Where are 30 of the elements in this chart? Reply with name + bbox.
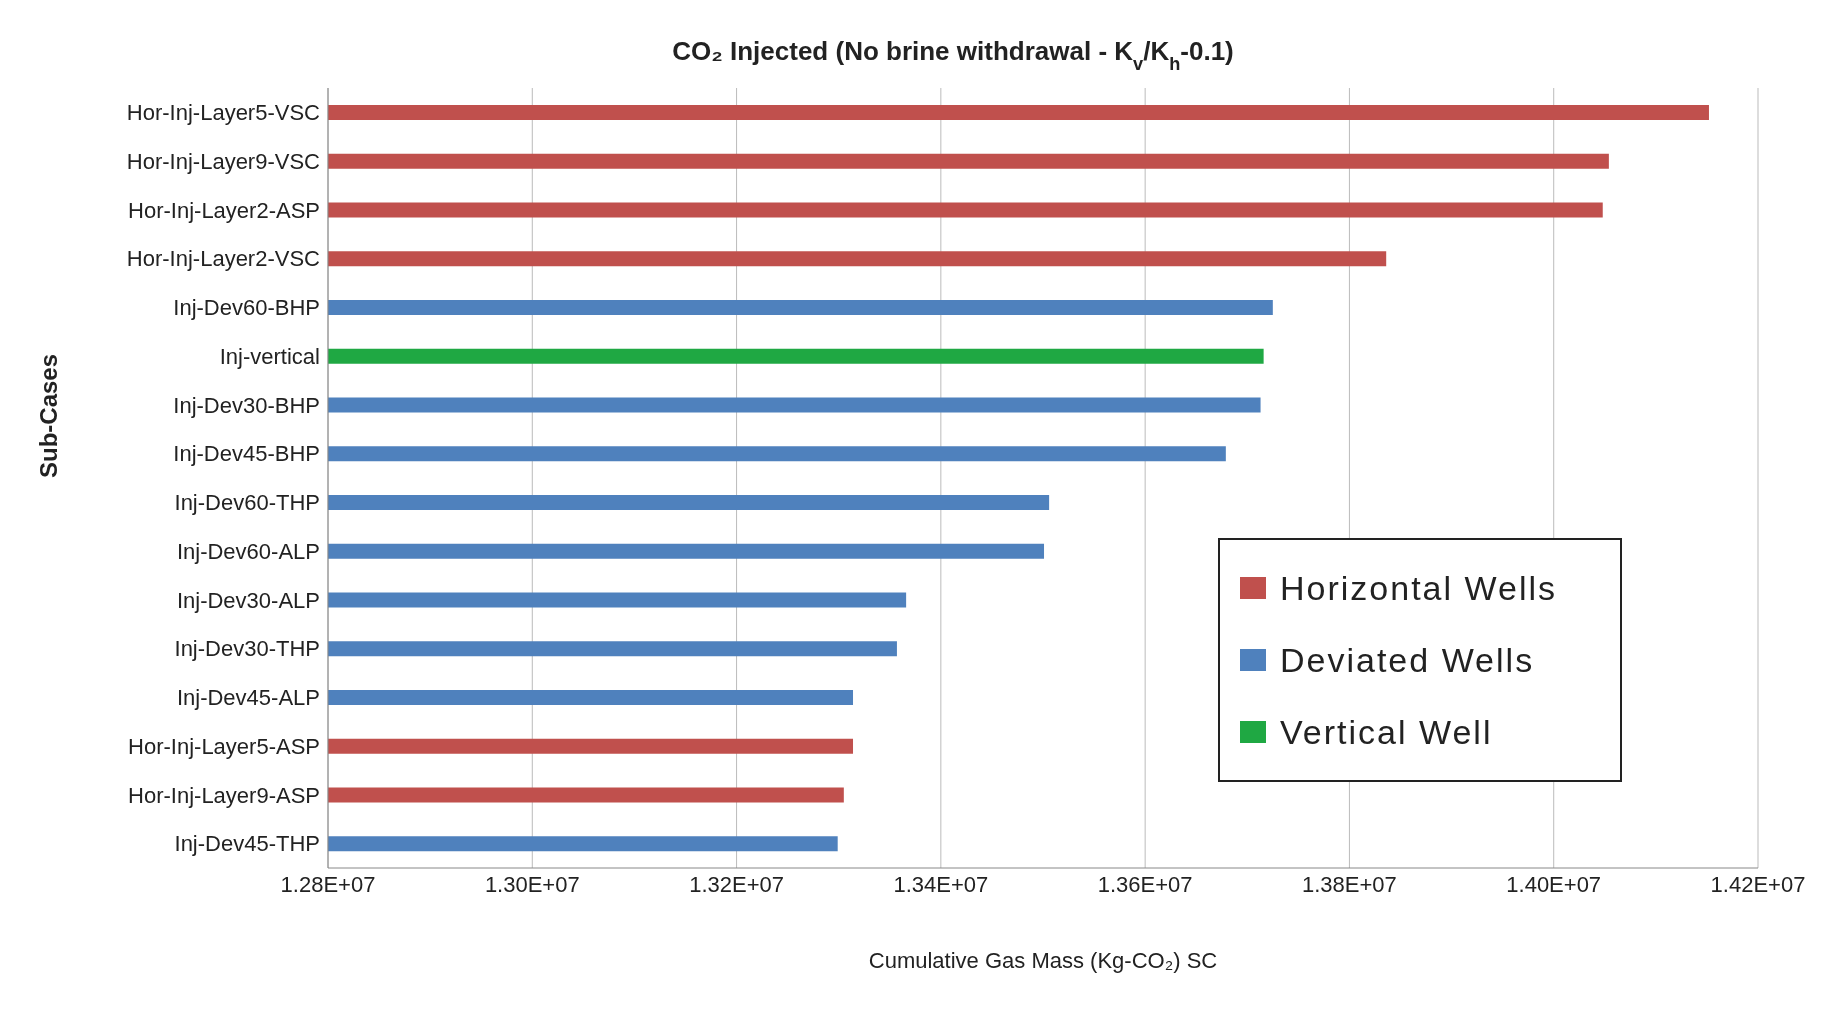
y-tick-label: Inj-Dev30-BHP xyxy=(173,392,320,418)
x-tick-label: 1.30E+07 xyxy=(484,871,580,897)
x-tick-label: 1.38E+07 xyxy=(1302,871,1397,897)
y-tick-label: Inj-Dev60-THP xyxy=(174,490,320,516)
y-axis-title: Sub-Cases xyxy=(34,353,62,478)
y-tick-label: Hor-Inj-Layer9-ASP xyxy=(128,782,320,808)
y-tick-label: Inj-Dev30-ALP xyxy=(176,587,320,613)
y-tick-label: Inj-vertical xyxy=(219,343,320,369)
x-tick-label: 1.36E+07 xyxy=(1097,871,1193,897)
legend-label: Vertical Well xyxy=(1280,712,1493,752)
x-tick-label: 1.34E+07 xyxy=(893,871,989,897)
legend-label: Deviated Wells xyxy=(1280,640,1535,680)
y-tick-label: Inj-Dev45-BHP xyxy=(173,441,320,467)
y-tick-label: Inj-Dev60-BHP xyxy=(173,295,320,321)
y-tick-label: Inj-Dev60-ALP xyxy=(176,538,320,564)
y-tick-label: Inj-Dev30-THP xyxy=(174,636,320,662)
y-tick-label: Hor-Inj-Layer2-ASP xyxy=(128,197,320,223)
x-tick-label: 1.28E+07 xyxy=(280,871,376,897)
x-tick-label: 1.40E+07 xyxy=(1506,871,1602,897)
y-tick-label: Hor-Inj-Layer5-VSC xyxy=(126,100,321,126)
y-tick-label: Inj-Dev45-ALP xyxy=(176,685,320,711)
y-tick-label: Inj-Dev45-THP xyxy=(174,831,320,857)
x-axis-title: Cumulative Gas Mass (Kg-CO₂) SC xyxy=(868,948,1218,973)
chart-title: CO₂ Injected (No brine withdrawal - K$_{v}$/K$_{h}$-0.1) xyxy=(672,36,1234,74)
y-tick-label: Hor-Inj-Layer9-VSC xyxy=(126,148,321,174)
x-tick-label: 1.42E+07 xyxy=(1710,871,1806,897)
y-tick-label: Hor-Inj-Layer2-VSC xyxy=(126,246,321,272)
legend-label: Horizontal Wells xyxy=(1280,568,1558,608)
y-tick-label: Hor-Inj-Layer5-ASP xyxy=(128,733,320,759)
x-tick-label: 1.32E+07 xyxy=(689,871,784,897)
